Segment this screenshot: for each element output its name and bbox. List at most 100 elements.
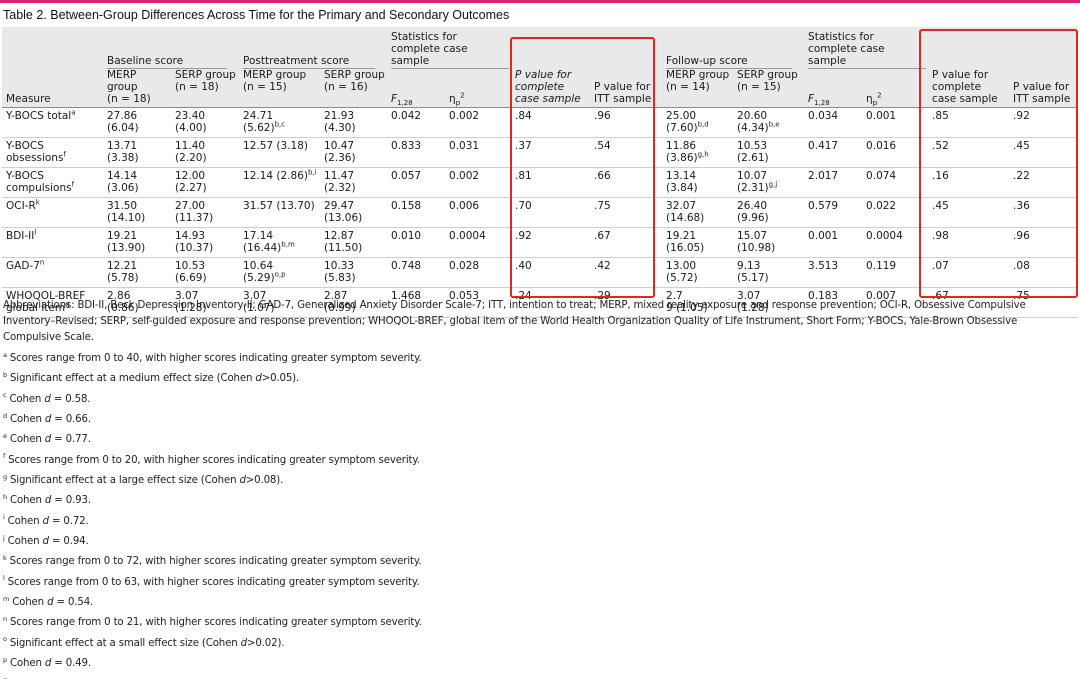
baseline-serp-cell-sd: (11.37) (175, 212, 214, 224)
baseline-merp-cell: 12.21 (5.78) (103, 258, 171, 288)
post-eta-cell-value: 0.028 (449, 260, 480, 272)
post-serp-cell-value: 12.87 (324, 230, 355, 242)
baseline-merp-cell-sd: (6.04) (107, 122, 139, 134)
footnote: a Scores range from 0 to 40, with higher … (3, 349, 1077, 369)
footnote-mark: j (3, 533, 5, 542)
baseline-merp-cell: 2.86 (0.86) (103, 288, 171, 318)
header-merp-baseline: MERP group (n = 18) (107, 69, 151, 105)
footnote-italic-d: d (42, 536, 49, 548)
baseline-serp-cell: 14.93 (10.37) (171, 228, 239, 258)
post-pvalue-cc-cell: .81 (511, 168, 590, 198)
post-pvalue-cc-cell-value: .81 (515, 170, 532, 182)
fu-eta-cell-value: 0.0004 (866, 230, 903, 242)
footnote-text: Scores range from 0 to 63, with higher s… (7, 576, 420, 588)
fu-merp-sd: (3.86) (666, 152, 698, 164)
fu-pvalue-cc-cell: .52 (928, 138, 1009, 168)
post-f-cell: 0.010 (387, 228, 445, 258)
fu-serp-cell: 26.40 (9.96) (733, 198, 804, 228)
post-merp-sd: (5.62) (243, 122, 275, 134)
post-merp-cell: 31.57 (13.70) (239, 198, 320, 228)
post-serp-cell-sd: (5.83) (324, 272, 356, 284)
fu-pvalue-cc-cell-value: .45 (932, 200, 949, 212)
footnote-text: Cohen (9, 495, 45, 507)
fu-merp-value: 13.00 (666, 260, 697, 272)
fu-serp-cell-sd-marker: g,j (768, 180, 778, 189)
baseline-merp-cell-value: 13.71 (107, 140, 138, 152)
post-serp-cell: 29.47 (13.06) (320, 198, 387, 228)
post-pvalue-itt-cell-value: .42 (594, 260, 611, 272)
post-pvalue-cc-cell-value: .92 (515, 230, 532, 242)
footnote-text: Scores range from 0 to 40, with higher s… (9, 353, 422, 364)
measure-cell: GAD-7n (2, 258, 103, 288)
post-merp-value: 12.57 (3.18) (243, 140, 308, 152)
post-merp-cell: 10.64 (5.29)o,p (239, 258, 320, 288)
footnote-italic-d: d (42, 515, 49, 527)
footnote: g Significant effect at a large effect si… (3, 471, 1077, 491)
fu-pvalue-cc-cell: .07 (928, 258, 1009, 288)
post-merp-cell: 17.14 (16.44)b,m (239, 228, 320, 258)
post-serp-cell-value: 11.47 (324, 170, 355, 182)
fu-merp-sd: 9 (1.05) (666, 302, 708, 314)
footnote-text-end: >0.05). (261, 373, 300, 385)
footnote-mark: i (3, 513, 5, 522)
footnote-text-end: >0.08). (245, 475, 284, 487)
footnote-mark: e (3, 431, 7, 440)
post-eta-cell: 0.006 (445, 198, 511, 228)
post-pvalue-cc-cell-value: .84 (515, 110, 532, 122)
baseline-merp-cell-sd: (13.90) (107, 242, 146, 254)
post-merp-cell: 12.14 (2.86)b,i (239, 168, 320, 198)
baseline-serp-cell-value: 10.53 (175, 260, 206, 272)
footnote-text: Significant effect at a small effect siz… (9, 637, 241, 649)
footnote-list: a Scores range from 0 to 40, with higher … (3, 349, 1077, 679)
post-serp-cell-sd: (2.32) (324, 182, 356, 194)
fu-merp-marker: g,h (697, 150, 709, 159)
post-pvalue-itt-cell-value: .67 (594, 230, 611, 242)
fu-f-cell-value: 3.513 (808, 260, 839, 272)
post-serp-cell-value: 21.93 (324, 110, 355, 122)
post-pvalue-itt-cell-value: .54 (594, 140, 611, 152)
post-merp-value: 31.57 (13.70) (243, 200, 315, 212)
table-row: BDI-IIl 19.21 (13.90) 14.93 (10.37) 17.14 (16.… (2, 228, 1079, 258)
table-row: GAD-7n 12.21 (5.78) 10.53 (6.69) 10.64 (5.29)o… (2, 258, 1079, 288)
footnote-text: Cohen (9, 414, 45, 426)
fu-f-cell-value: 0.183 (808, 290, 839, 302)
footnote: e Cohen d = 0.77. (3, 430, 1077, 450)
fu-merp-value: 13.14 (666, 170, 697, 182)
fu-f-cell-value: 2.017 (808, 170, 839, 182)
baseline-serp-cell-value: 14.93 (175, 230, 206, 242)
baseline-serp-cell-sd: (2.20) (175, 152, 207, 164)
post-merp-value: 3.07 (243, 290, 267, 302)
baseline-serp-cell: 12.00 (2.27) (171, 168, 239, 198)
post-serp-cell: 12.87 (11.50) (320, 228, 387, 258)
fu-eta-cell-value: 0.074 (866, 170, 897, 182)
abbreviations-note: Abbreviations: BDI-II, Beck Depression I… (3, 300, 1026, 343)
footnote-italic-d: d (47, 597, 54, 609)
header-followup: Follow-up score (662, 27, 804, 69)
post-merp-value: 12.14 (2.86) (243, 170, 308, 182)
post-serp-cell-value: 10.47 (324, 140, 355, 152)
baseline-serp-cell-sd: (2.27) (175, 182, 207, 194)
header-pvalue-fu-cc: P value for complete case sample (932, 69, 998, 105)
footnote: m Cohen d = 0.54. (3, 593, 1077, 613)
fu-serp-cell: 3.07 (1.28) (733, 288, 804, 318)
fu-pvalue-itt-cell-value: .92 (1013, 110, 1030, 122)
fu-merp-value: 32.07 (666, 200, 697, 212)
fu-serp-cell-sd: (5.17) (737, 272, 769, 284)
fu-serp-cell-value: 10.53 (737, 140, 768, 152)
header-serp-fu: SERP group (n = 15) (737, 69, 798, 93)
post-pvalue-itt-cell-value: .75 (594, 200, 611, 212)
post-pvalue-cc-cell: .92 (511, 228, 590, 258)
footnote-mark: a (3, 350, 7, 359)
table-row: WHOQOL-BREF global itemq 2.86 (0.86) 3.07 (1.… (2, 288, 1079, 318)
footnote-mark: h (3, 493, 7, 502)
post-f-cell-value: 0.833 (391, 140, 422, 152)
measure-label: WHOQOL-BREF (6, 290, 86, 302)
footnote: c Cohen d = 0.58. (3, 390, 1077, 410)
footnote-marker: l (34, 228, 37, 237)
fu-pvalue-cc-cell: .16 (928, 168, 1009, 198)
measure-label: Y-BOCS total (6, 110, 72, 122)
fu-pvalue-itt-cell: .96 (1009, 228, 1078, 258)
fu-pvalue-itt-cell: .08 (1009, 258, 1078, 288)
fu-serp-cell-value: 20.60 (737, 110, 768, 122)
measure-cell: WHOQOL-BREF global itemq (2, 288, 103, 318)
